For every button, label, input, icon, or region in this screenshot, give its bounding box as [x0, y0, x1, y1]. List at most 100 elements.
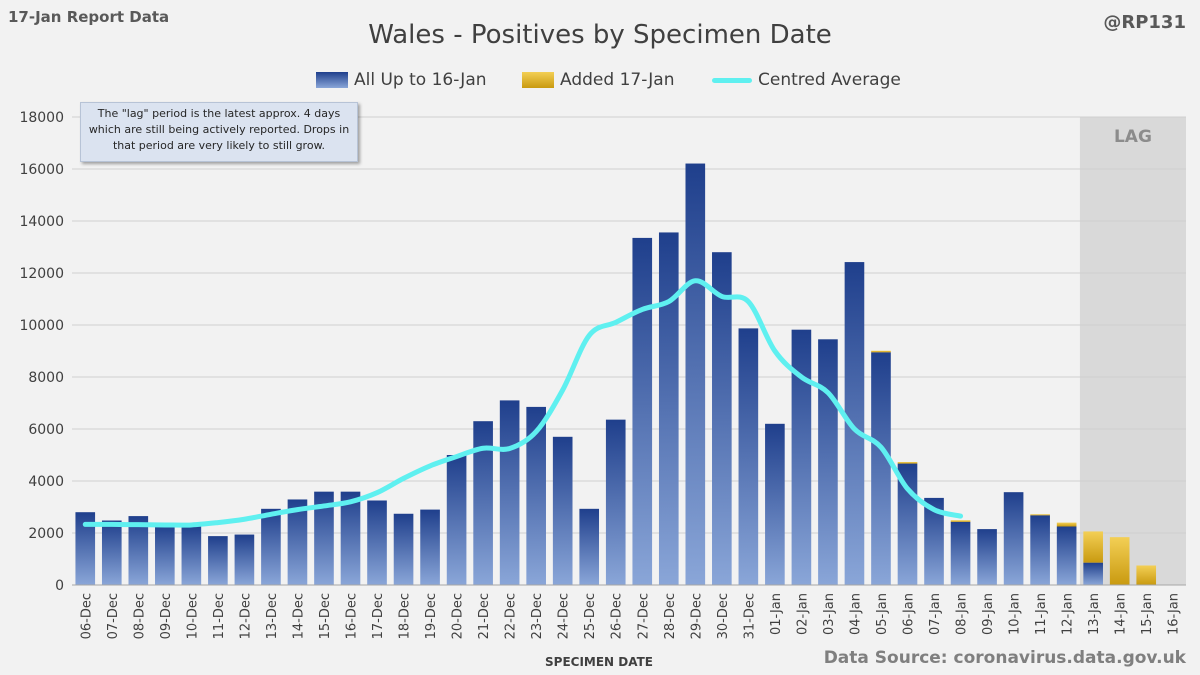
bar-all-up-to [155, 525, 175, 585]
bar-added [1136, 565, 1157, 585]
bar-all-up-to [765, 423, 785, 585]
x-tick-label: 08-Jan [955, 593, 970, 635]
bar-all-up-to [685, 163, 706, 586]
centred-average-line [82, 278, 964, 528]
legend-swatch-line [712, 77, 752, 83]
x-tick-label: 24-Dec [557, 593, 572, 639]
legend-swatch-blue [316, 72, 348, 88]
legend-item-all-up-to: All Up to 16-Jan [316, 70, 487, 90]
x-tick-label: 13-Jan [1087, 593, 1102, 635]
bar-all-up-to [473, 421, 493, 585]
bar-all-up-to [552, 436, 573, 585]
bar-all-up-to [844, 262, 865, 585]
x-tick-label: 15-Dec [318, 593, 333, 639]
bar-added [1030, 514, 1050, 516]
bar-all-up-to [977, 529, 997, 585]
bar-all-up-to [791, 329, 812, 585]
bar-all-up-to [340, 491, 361, 585]
y-tick-label: 10000 [19, 318, 64, 334]
x-tick-label: 09-Jan [981, 593, 996, 635]
bar-all-up-to [924, 497, 944, 585]
x-tick-label: 11-Dec [212, 593, 227, 639]
bar-all-up-to [128, 516, 149, 585]
bar-all-up-to [261, 508, 281, 585]
legend-label-average: Centred Average [758, 70, 901, 90]
x-tick-label: 08-Dec [132, 593, 147, 639]
bar-all-up-to [393, 513, 414, 585]
bar-all-up-to [208, 536, 228, 585]
bar-all-up-to [287, 499, 308, 585]
x-tick-label: 03-Jan [822, 593, 837, 635]
x-tick-label: 16-Jan [1167, 593, 1182, 635]
legend-swatch-gold [522, 72, 554, 88]
x-tick-label: 10-Jan [1008, 593, 1023, 635]
bar-all-up-to [1003, 492, 1024, 585]
x-tick-label: 23-Dec [530, 593, 545, 639]
bar-all-up-to [712, 252, 732, 585]
bar-all-up-to [950, 521, 971, 585]
bar-all-up-to [75, 512, 96, 585]
x-tick-label: 14-Dec [291, 593, 306, 639]
legend-item-average: Centred Average [712, 70, 901, 90]
x-tick-label: 15-Jan [1140, 593, 1155, 635]
x-tick-label: 01-Jan [769, 593, 784, 635]
y-tick-label: 6000 [28, 422, 64, 438]
x-tick-label: 05-Jan [875, 593, 890, 635]
x-tick-label: 26-Dec [610, 593, 625, 639]
bar-all-up-to [367, 500, 387, 585]
x-tick-label: 28-Dec [663, 593, 678, 639]
bar-all-up-to [420, 509, 440, 585]
bar-all-up-to [605, 419, 626, 585]
bar-all-up-to [101, 520, 122, 585]
bar-added [871, 350, 891, 353]
x-tick-label: 31-Dec [742, 593, 757, 639]
x-tick-label: 25-Dec [583, 593, 598, 639]
x-tick-label: 02-Jan [795, 593, 810, 635]
x-tick-label: 17-Dec [371, 593, 386, 639]
x-tick-label: 27-Dec [636, 593, 651, 639]
report-label: 17-Jan Report Data [8, 8, 170, 26]
y-tick-label: 8000 [28, 370, 64, 386]
lag-note: The "lag" period is the latest approx. 4… [80, 102, 358, 162]
bar-all-up-to [738, 328, 759, 585]
bar-all-up-to [499, 400, 520, 585]
x-tick-label: 20-Dec [451, 593, 466, 639]
lag-label: LAG [1114, 127, 1152, 147]
y-tick-label: 14000 [19, 214, 64, 230]
bar-added [1109, 537, 1130, 585]
x-tick-label: 11-Jan [1034, 593, 1049, 635]
legend-item-added: Added 17-Jan [522, 70, 674, 90]
y-tick-label: 0 [55, 578, 64, 594]
bar-added [897, 462, 918, 464]
y-tick-label: 16000 [19, 162, 64, 178]
x-axis-title: SPECIMEN DATE [545, 655, 653, 669]
y-tick-label: 18000 [19, 110, 64, 126]
bar-all-up-to [579, 508, 600, 585]
x-tick-label: 29-Dec [689, 593, 704, 639]
data-source: Data Source: coronavirus.data.gov.uk [823, 648, 1186, 668]
bar-all-up-to [314, 491, 334, 585]
x-tick-label: 22-Dec [504, 593, 519, 639]
bar-added [1056, 522, 1077, 527]
bar-all-up-to [1056, 526, 1077, 585]
x-tick-label: 30-Dec [716, 593, 731, 639]
x-tick-label: 06-Dec [79, 593, 94, 639]
bar-all-up-to [1030, 515, 1050, 585]
bar-all-up-to [632, 237, 653, 585]
bar-all-up-to [658, 232, 679, 585]
y-tick-label: 12000 [19, 266, 64, 282]
lag-region [1079, 117, 1186, 585]
bar-all-up-to [446, 455, 467, 585]
x-tick-label: 12-Dec [238, 593, 253, 639]
x-tick-label: 18-Dec [398, 593, 413, 639]
bar-all-up-to [1083, 562, 1103, 585]
x-tick-label: 21-Dec [477, 593, 492, 639]
chart-title: Wales - Positives by Specimen Date [368, 20, 832, 50]
bar-all-up-to [818, 339, 838, 585]
bar-all-up-to [526, 406, 546, 585]
bar-all-up-to [871, 352, 891, 585]
x-tick-label: 16-Dec [345, 593, 360, 639]
y-tick-label: 4000 [28, 474, 64, 490]
x-tick-label: 10-Dec [185, 593, 200, 639]
